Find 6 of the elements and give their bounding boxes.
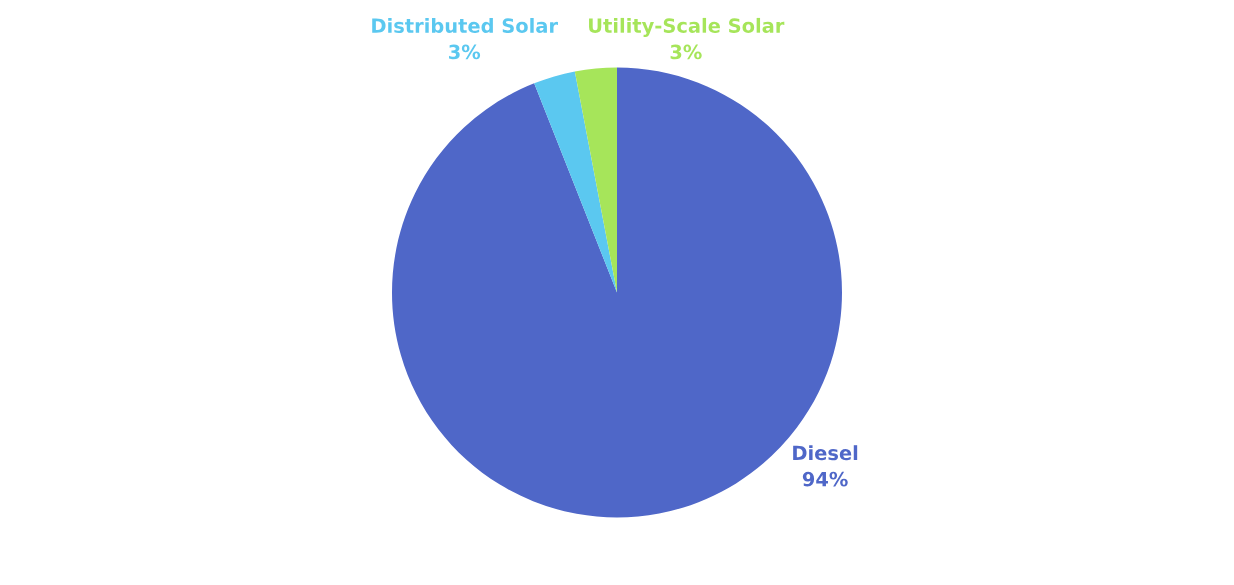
- data-label: 94%: [802, 471, 848, 487]
- slice-label: Diesel: [793, 445, 858, 461]
- data-label: 3%: [670, 44, 702, 60]
- slice-label: Utility-Scale Solar: [589, 17, 785, 37]
- slice-label: Distributed Solar: [372, 17, 558, 34]
- data-label: 3%: [449, 44, 481, 60]
